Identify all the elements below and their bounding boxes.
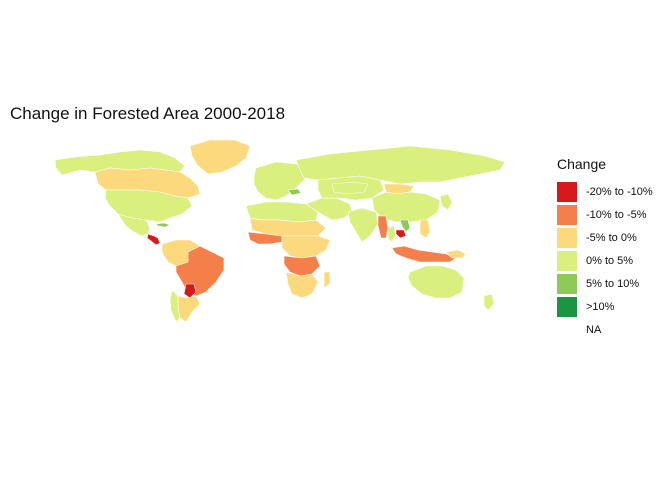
legend-swatch [557,296,577,317]
map-region-kazakhstan [331,181,369,195]
legend-swatch [557,227,577,248]
map-region-japan [439,193,453,211]
legend-item: >10% [557,295,667,318]
legend-label: -10% to -5% [586,208,647,221]
map-region-chile [169,289,181,323]
legend-item: -20% to -10% [557,180,667,203]
map-region-central-africa [281,235,331,259]
legend-label: -20% to -10% [586,185,653,198]
legend-swatch [557,181,577,202]
map-region-madagascar [323,271,331,289]
map-region-cambodia [395,229,407,239]
map-region-myanmar [377,215,389,239]
map-legend: Change -20% to -10% -10% to -5% -5% to 0… [557,156,667,341]
map-region-papua-new-guinea [445,249,467,259]
map-region-paraguay [183,283,197,299]
legend-swatch [557,273,577,294]
legend-swatch [557,204,577,225]
legend-label: 5% to 10% [586,277,640,290]
map-region-greenland [189,139,251,175]
map-region-cuba [155,222,171,228]
legend-item: -5% to 0% [557,226,667,249]
map-region-australia [407,265,465,299]
legend-label: -5% to 0% [586,231,637,244]
map-region-philippines [419,219,431,239]
legend-label: NA [586,323,602,336]
legend-label: 0% to 5% [586,254,634,267]
map-title: Change in Forested Area 2000-2018 [10,104,286,123]
map-region-thailand [387,225,397,243]
map-region-brazil [175,245,225,297]
map-region-new-zealand [483,293,495,311]
legend-item: -10% to -5% [557,203,667,226]
legend-label: >10% [586,300,615,313]
map-regions [54,139,506,323]
map-region-ukraine [287,188,302,196]
legend-swatch [557,320,577,340]
map-region-indonesia [391,245,457,263]
map-region-southern-africa [285,271,319,299]
map-region-argentina [177,295,201,323]
legend-item: NA [557,318,667,341]
legend-swatch [557,250,577,271]
map-region-united-states [104,189,193,223]
map-region-sahel [249,217,327,237]
legend-title: Change [557,156,607,172]
map-region-vietnam [399,219,411,233]
map-region-india [347,207,379,243]
legend-item: 5% to 10% [557,272,667,295]
map-region-central-america [146,233,161,246]
map-region-europe [253,161,307,201]
map-region-west-africa [247,231,283,245]
map-region-russia [295,145,506,185]
legend-item: 0% to 5% [557,249,667,272]
